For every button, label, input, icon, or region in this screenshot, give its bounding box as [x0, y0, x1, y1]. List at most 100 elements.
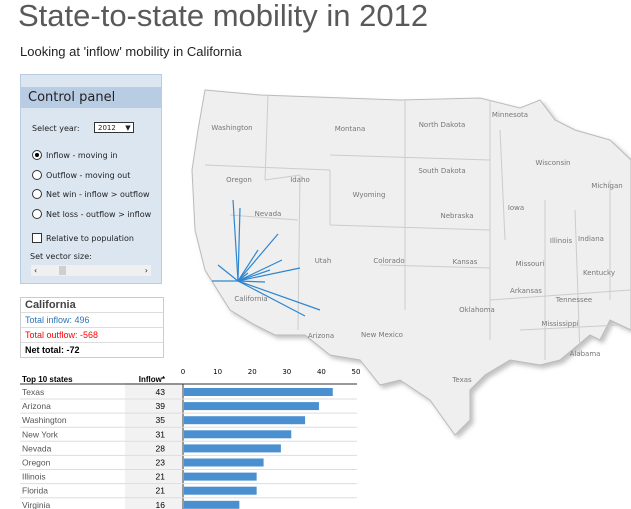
scroll-thumb[interactable] [59, 266, 66, 275]
checkbox[interactable] [32, 233, 42, 243]
state-borders [204, 94, 631, 360]
radio-net-win[interactable]: Net win - inflow > outflow [32, 189, 150, 199]
bar [184, 402, 319, 411]
state-label-montana: Montana [335, 125, 366, 133]
migration-vector [237, 280, 321, 311]
vector-size-scrollbar[interactable]: ‹ › [31, 265, 151, 276]
state-label-south-dakota: South Dakota [418, 167, 465, 175]
page-title: State-to-state mobility in 2012 [18, 0, 429, 33]
radio-outflow[interactable]: Outflow - moving out [32, 170, 130, 180]
bar [184, 416, 306, 425]
summary-state: California [21, 298, 163, 313]
state-label-texas: Texas [451, 376, 472, 384]
value-label: 39 [156, 401, 166, 411]
top-states-chart: Top 10 states Inflow* 0 10 20 30 40 50 Texas 43… [20, 368, 361, 509]
value-label: 31 [156, 429, 166, 439]
radio-button[interactable] [32, 209, 42, 219]
radio-button[interactable] [32, 150, 42, 160]
bar [184, 388, 333, 396]
summary-inflow: Total inflow: 496 [21, 313, 163, 328]
radio-label: Outflow - moving out [46, 170, 131, 180]
value-label: 28 [156, 443, 166, 453]
x-tick-label: 30 [282, 368, 291, 376]
state-label-idaho: Idaho [290, 176, 310, 184]
value-label: 23 [156, 458, 166, 468]
state-label: Illinois [22, 472, 46, 482]
value-label: 21 [156, 486, 166, 496]
state-label-illinois: Illinois [550, 237, 573, 245]
scroll-left-icon[interactable]: ‹ [34, 266, 38, 275]
state-label-washington: Washington [211, 124, 252, 132]
state-label-kansas: Kansas [453, 258, 478, 266]
value-column-bg [125, 383, 182, 509]
state-label: Arizona [22, 401, 51, 411]
state-label-new-mexico: New Mexico [361, 331, 403, 339]
migration-vector [237, 233, 279, 282]
state-label: Virginia [22, 500, 50, 509]
radio-label: Net loss - outflow > inflow [46, 209, 152, 219]
vector-size-label: Set vector size: [30, 252, 92, 261]
scroll-right-icon[interactable]: › [144, 266, 148, 275]
state-summary: California Total inflow: 496 Total outfl… [20, 297, 164, 358]
migration-vector [237, 280, 306, 317]
state-label: Florida [22, 486, 48, 496]
migration-vector [237, 272, 249, 282]
us-map: Washington Oregon Idaho Montana Wyoming Nevad… [191, 89, 631, 436]
summary-outflow: Total outflow: -568 [21, 328, 163, 343]
year-value: 2012 [98, 124, 116, 132]
bar [184, 486, 257, 495]
value-label: 43 [156, 387, 166, 397]
page-subtitle: Looking at 'inflow' mobility in Californ… [20, 44, 242, 59]
state-label-mississippi: Mississippi [541, 320, 578, 328]
x-tick-label: 10 [213, 368, 222, 376]
state-label: Nevada [22, 443, 52, 453]
summary-net: Net total: -72 [25, 345, 80, 355]
radio-label: Inflow - moving in [46, 150, 118, 160]
x-tick-label: 0 [181, 368, 185, 376]
value-label: 35 [156, 415, 166, 425]
x-tick-label: 50 [352, 368, 361, 376]
x-tick-label: 40 [317, 368, 326, 376]
state-label-california: California [234, 295, 267, 303]
control-panel: Control panel Select year: 2012 ▼ Inflow … [20, 74, 162, 284]
state-label-missouri: Missouri [516, 260, 545, 268]
migration-vector [237, 207, 241, 282]
bar [184, 430, 292, 439]
state-label: Texas [22, 387, 44, 397]
migration-vector [237, 280, 266, 283]
radio-button[interactable] [32, 189, 42, 199]
chevron-down-icon: ▼ [125, 124, 131, 132]
col-header-value: Inflow* [139, 375, 166, 384]
radio-label: Net win - inflow > outflow [46, 189, 150, 199]
migration-vector [217, 264, 239, 282]
bar [184, 472, 257, 481]
state-label-nebraska: Nebraska [440, 212, 473, 220]
value-label: 16 [156, 500, 166, 509]
state-label-nevada: Nevada [255, 210, 282, 218]
migration-vector [232, 199, 239, 282]
state-label-minnesota: Minnesota [492, 111, 528, 119]
state-label-arkansas: Arkansas [510, 287, 542, 295]
state-label-north-dakota: North Dakota [419, 121, 466, 129]
x-tick-label: 20 [248, 368, 257, 376]
bar [184, 444, 281, 453]
state-label-iowa: Iowa [508, 204, 524, 212]
state-label-michigan: Michigan [591, 182, 622, 190]
col-header-state: Top 10 states [22, 375, 73, 384]
state-label-colorado: Colorado [373, 257, 404, 265]
control-panel-title: Control panel [21, 87, 161, 108]
migration-vector [237, 269, 271, 282]
state-label: New York [22, 429, 59, 439]
state-label-kentucky: Kentucky [583, 269, 615, 277]
state-label: Oregon [22, 458, 51, 468]
radio-inflow[interactable]: Inflow - moving in [32, 150, 118, 160]
relative-to-population-checkbox[interactable]: Relative to population [32, 233, 134, 243]
migration-vector [237, 249, 259, 282]
year-dropdown[interactable]: 2012 ▼ [94, 122, 134, 133]
radio-net-loss[interactable]: Net loss - outflow > inflow [32, 209, 151, 219]
migration-vector [237, 267, 301, 282]
us-map-shape [191, 89, 631, 436]
bar [184, 458, 264, 467]
state-label-oregon: Oregon [226, 176, 252, 184]
radio-button[interactable] [32, 170, 42, 180]
